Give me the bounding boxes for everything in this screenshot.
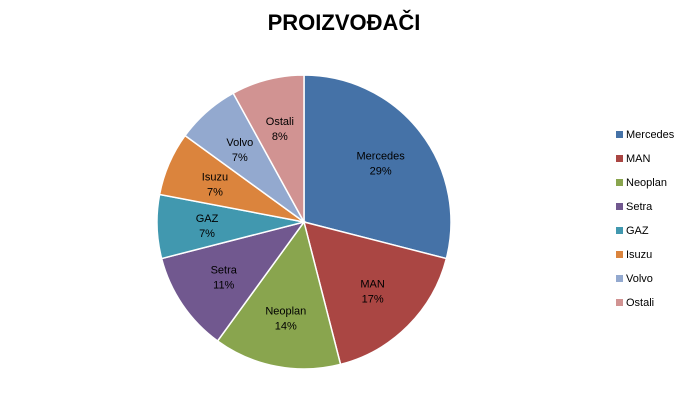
chart-title: PROIZVOĐAČI: [268, 10, 421, 35]
pie-slice-neoplan: [216, 220, 342, 370]
slice-label-mercedes: Mercedes: [357, 151, 406, 163]
slice-label-volvo: Volvo: [226, 137, 253, 149]
slice-label-man: MAN: [360, 279, 385, 291]
slice-value-setra: 11%: [213, 280, 234, 292]
legend-label-setra: Setra: [626, 201, 653, 213]
legend-swatch-gaz: [616, 227, 623, 234]
slice-label-isuzu: Isuzu: [202, 171, 228, 183]
legend-label-mercedes: Mercedes: [626, 129, 675, 141]
legend-label-ostali: Ostali: [626, 297, 654, 309]
pie-slice-setra: [160, 220, 306, 342]
legend-label-gaz: GAZ: [626, 225, 649, 237]
legend-swatch-neoplan: [616, 179, 623, 186]
pie-slice-labels: Mercedes 29% MAN 17% Neoplan 14% Setra 11% GAZ 7%…: [196, 116, 406, 332]
slice-value-ostali: 8%: [272, 131, 288, 143]
slice-value-volvo: 7%: [232, 152, 248, 164]
legend-swatch-volvo: [616, 275, 623, 282]
slice-value-mercedes: 29%: [370, 166, 392, 178]
slice-value-neoplan: 14%: [275, 320, 297, 332]
legend-swatch-setra: [616, 203, 623, 210]
pie-slice-mercedes: [303, 74, 452, 260]
slice-label-neoplan: Neoplan: [265, 305, 306, 317]
pie-slices: [156, 74, 452, 370]
legend-swatch-isuzu: [616, 251, 623, 258]
slice-value-gaz: 7%: [199, 228, 215, 240]
slice-value-man: 17%: [362, 294, 384, 306]
slice-label-setra: Setra: [211, 265, 238, 277]
slice-label-ostali: Ostali: [266, 116, 294, 128]
pie-slice-ostali: [232, 74, 305, 223]
slice-value-isuzu: 7%: [207, 186, 223, 198]
pie-slice-man: [302, 220, 448, 366]
legend-swatch-man: [616, 155, 623, 162]
legend-label-isuzu: Isuzu: [626, 249, 652, 261]
legend-label-man: MAN: [626, 153, 651, 165]
slice-label-gaz: GAZ: [196, 213, 219, 225]
legend-label-volvo: Volvo: [626, 273, 653, 285]
legend: Mercedes MAN Neoplan Setra GAZ Isuzu Volvo Osta…: [616, 129, 675, 309]
legend-label-neoplan: Neoplan: [626, 177, 667, 189]
legend-swatch-ostali: [616, 299, 623, 306]
legend-swatch-mercedes: [616, 131, 623, 138]
